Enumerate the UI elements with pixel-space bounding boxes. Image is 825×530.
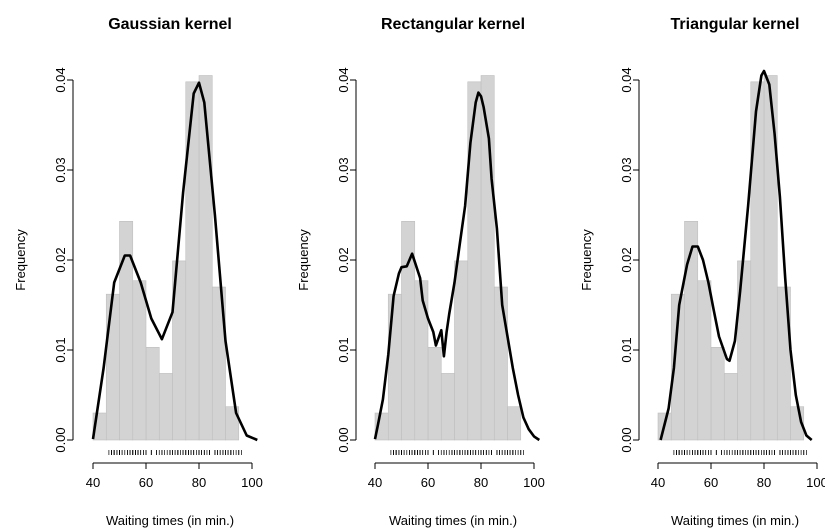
histogram-bar [710,346,725,441]
y-tick-label: 0.04 [336,67,351,92]
panel-rectangular: Rectangular kernel Waiting times (in min… [296,16,545,528]
x-tick-label: 40 [86,475,100,490]
histogram-bar [132,280,147,441]
histogram-bar [119,221,134,441]
y-axis-label: Frequency [296,229,311,291]
histogram-bar [185,81,200,441]
y-tick-label: 0.00 [336,427,351,452]
y-tick-label: 0.03 [336,157,351,182]
x-tick-label: 80 [474,475,488,490]
chart-title: Rectangular kernel [381,16,525,33]
chart-title: Gaussian kernel [108,16,232,33]
y-tick-label: 0.01 [619,337,634,362]
y-tick-label: 0.04 [619,67,634,92]
density-line [91,81,258,442]
histogram-bar [723,373,738,441]
x-tick-label: 80 [192,475,206,490]
x-tick-label: 80 [757,475,771,490]
histogram-bar [454,260,469,441]
y-tick-label: 0.03 [53,157,68,182]
x-tick-label: 60 [421,475,435,490]
y-tick-label: 0.03 [619,157,634,182]
y-tick-label: 0.02 [53,247,68,272]
y-tick-label: 0.01 [336,337,351,362]
x-axis-label: Waiting times (in min.) [671,513,799,528]
histogram-bar [145,346,160,441]
y-tick-label: 0.00 [619,427,634,452]
histogram-bar [493,286,508,441]
x-tick-label: 60 [139,475,153,490]
y-axis-label: Frequency [13,229,28,291]
histogram-bar [414,280,429,441]
panel-gaussian: Gaussian kernel Waiting times (in min.) … [13,16,263,528]
histogram-bar [507,406,522,441]
histogram-bar [427,346,442,441]
y-tick-label: 0.01 [53,337,68,362]
y-tick-label: 0.02 [336,247,351,272]
x-tick-label: 40 [651,475,665,490]
x-tick-label: 100 [241,475,263,490]
panel-triangular: Triangular kernel Waiting times (in min.… [579,16,825,528]
y-axis-label: Frequency [579,229,594,291]
histogram-bar [105,293,120,441]
chart-title: Triangular kernel [671,16,800,33]
x-tick-label: 40 [368,475,382,490]
x-tick-label: 100 [806,475,825,490]
x-axis-label: Waiting times (in min.) [106,513,234,528]
histogram-bar [158,373,173,441]
y-tick-label: 0.02 [619,247,634,272]
y-tick-label: 0.00 [53,427,68,452]
histogram-bar [387,293,402,441]
x-tick-label: 60 [704,475,718,490]
histogram-bar [440,373,455,441]
density-line [373,91,541,442]
histogram-bar [697,280,712,441]
density-line [659,69,813,441]
x-tick-label: 100 [523,475,545,490]
x-axis-label: Waiting times (in min.) [389,513,517,528]
y-tick-label: 0.04 [53,67,68,92]
histogram-bar [670,293,685,441]
histogram-bar [467,81,482,441]
histogram-bar [172,260,187,441]
